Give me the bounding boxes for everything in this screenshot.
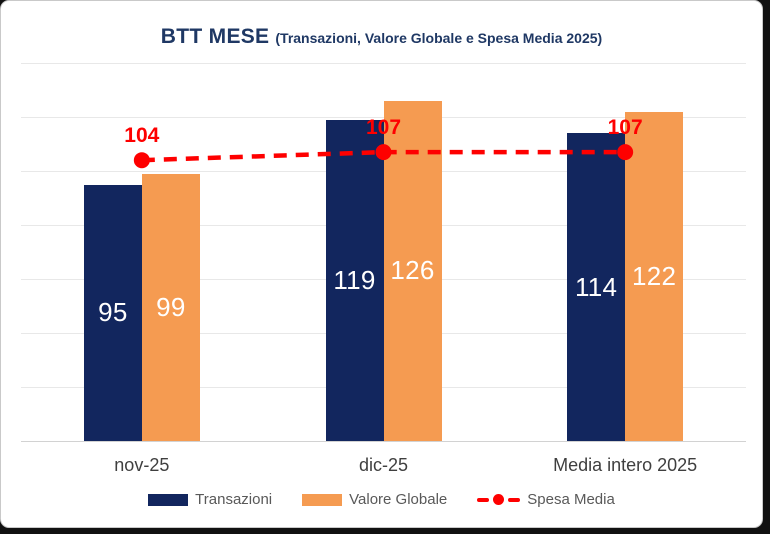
line-point-marker-0 (133, 152, 150, 169)
legend: Transazioni Valore Globale Spesa Media (1, 491, 762, 508)
legend-marker-dot-icon (493, 494, 505, 505)
bar-valore-globale-media-intero-2025: 122 (625, 111, 684, 441)
x-axis-label-dic-25: dic-25 (358, 455, 409, 475)
bar-value-label: 95 (98, 297, 128, 328)
chart-title: BTT MESE (Transazioni, Valore Globale e S… (1, 25, 762, 49)
chart-title-main: BTT MESE (160, 25, 270, 48)
legend-label-valore-globale: Valore Globale (349, 491, 448, 508)
line-point-marker-2 (617, 144, 634, 161)
line-value-label: 107 (607, 116, 643, 140)
bar-valore-globale-nov-25: 99 (141, 173, 200, 441)
legend-item-valore-globale: Valore Globale (302, 491, 447, 508)
bar-transazioni-dic-25: 119 (325, 119, 384, 441)
line-value-label: 107 (365, 116, 402, 140)
legend-marker-dash-icon (477, 497, 490, 502)
gridline-0 (21, 441, 746, 442)
legend-line-marker-spesa-media (477, 494, 521, 505)
line-point-marker-1 (375, 144, 392, 161)
bar-value-label: 122 (632, 260, 677, 291)
bar-value-label: 99 (156, 291, 186, 322)
x-axis-label-nov-25: nov-25 (114, 455, 170, 475)
x-axis-label-media-intero-2025: Media intero 2025 (553, 455, 698, 475)
legend-label-spesa-media: Spesa Media (527, 491, 615, 508)
gridline-140 (21, 63, 746, 64)
line-series-spesa-media (133, 144, 634, 169)
bar-valore-globale-dic-25: 126 (383, 100, 442, 441)
plot-area: 95 99 119 126 114 122 104 107 107 (21, 1, 746, 442)
bar-value-label: 126 (390, 255, 435, 286)
bar-value-label: 114 (574, 271, 618, 302)
chart-card: BTT MESE (Transazioni, Valore Globale e S… (0, 0, 763, 528)
chart-title-subtitle: (Transazioni, Valore Globale e Spesa Med… (275, 30, 603, 46)
legend-swatch-transazioni (148, 493, 189, 506)
legend-swatch-valore-globale (302, 493, 343, 506)
line-value-label: 104 (124, 124, 160, 148)
legend-item-spesa-media: Spesa Media (477, 491, 615, 508)
spesa-media-line (141, 149, 626, 163)
bar-value-label: 119 (333, 264, 376, 295)
legend-marker-dash-icon (508, 497, 521, 502)
bar-transazioni-media-intero-2025: 114 (567, 133, 626, 441)
legend-label-transazioni: Transazioni (195, 491, 273, 508)
bar-transazioni-nov-25: 95 (83, 184, 142, 441)
legend-item-transazioni: Transazioni (148, 491, 272, 508)
